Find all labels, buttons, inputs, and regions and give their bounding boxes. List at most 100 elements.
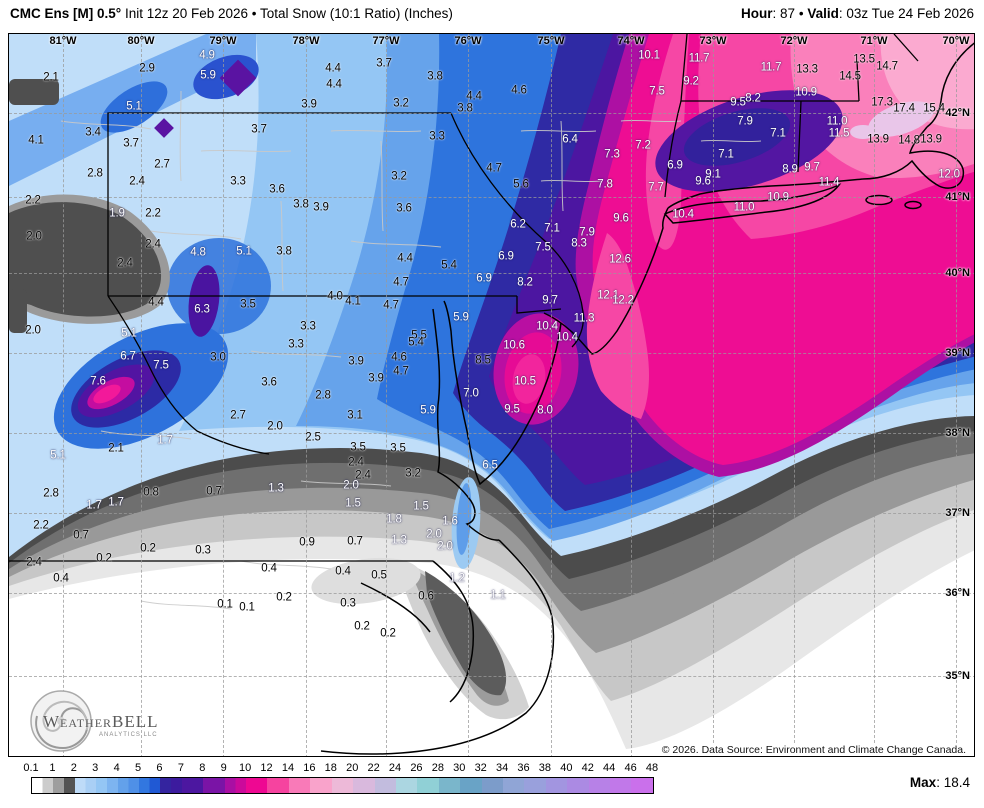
legend-cell bbox=[481, 778, 503, 793]
logo-wordmark: WeatherBELL bbox=[43, 712, 159, 731]
snow-value-label: 1.9 bbox=[109, 207, 125, 220]
snow-value-label: 12.2 bbox=[612, 294, 634, 307]
legend-tick-label: 48 bbox=[645, 762, 659, 774]
snow-value-label: 17.3 bbox=[871, 96, 893, 109]
grid-line-lon bbox=[63, 34, 64, 756]
snow-value-label: 2.4 bbox=[145, 238, 161, 251]
snow-value-label: 0.2 bbox=[276, 591, 292, 604]
snow-value-label: 6.5 bbox=[482, 459, 498, 472]
snow-value-label: 5.9 bbox=[420, 404, 436, 417]
snow-value-label: 5.5 bbox=[411, 329, 427, 342]
legend-cell bbox=[267, 778, 289, 793]
snow-value-label: 3.6 bbox=[269, 183, 285, 196]
snow-value-label: 3.3 bbox=[300, 320, 316, 333]
snow-value-label: 10.4 bbox=[556, 331, 578, 344]
legend-cell bbox=[395, 778, 418, 793]
lat-label: 42°N bbox=[945, 107, 970, 119]
snow-value-label: 4.9 bbox=[199, 49, 215, 62]
snow-value-label: 5.1 bbox=[50, 449, 66, 462]
lat-label: 39°N bbox=[945, 347, 970, 359]
snow-value-label: 2.0 bbox=[26, 230, 42, 243]
colon: : bbox=[936, 775, 940, 790]
legend-tick-label: 4 bbox=[113, 762, 120, 774]
snow-value-label: 2.0 bbox=[426, 528, 442, 541]
grid-line-lon bbox=[874, 34, 875, 756]
legend-cell bbox=[117, 778, 140, 793]
snow-value-label: 4.7 bbox=[393, 365, 409, 378]
legend-tick-label: 3 bbox=[92, 762, 99, 774]
legend-cell bbox=[460, 778, 482, 793]
legend-tick-label: 14 bbox=[281, 762, 295, 774]
valid-value: 03z Tue 24 Feb 2026 bbox=[846, 6, 974, 21]
snow-value-label: 2.2 bbox=[33, 519, 49, 532]
grid-line-lat bbox=[9, 433, 974, 434]
snow-value-label: 0.3 bbox=[195, 544, 211, 557]
snow-value-label: 10.5 bbox=[514, 375, 536, 388]
snow-value-label: 10.9 bbox=[795, 86, 817, 99]
snow-value-label: 13.9 bbox=[920, 133, 942, 146]
snow-value-label: 0.3 bbox=[340, 597, 356, 610]
max-label: Max bbox=[909, 775, 937, 790]
legend-cell bbox=[524, 778, 546, 793]
snow-value-label: 5.1 bbox=[126, 100, 142, 113]
snow-value-label: 4.1 bbox=[345, 295, 361, 308]
snow-value-label: 5.6 bbox=[513, 178, 529, 191]
snow-value-label: 0.8 bbox=[143, 486, 159, 499]
snow-value-label: 4.7 bbox=[486, 162, 502, 175]
color-scale-legend: 0.1 1 2 3 4 5 6 7 8 9 10 12 14 16 18 20 22 24 26 28 30 32 34 36… bbox=[0, 759, 984, 808]
snow-value-label: 2.0 bbox=[437, 540, 453, 553]
grid-line-lat bbox=[9, 113, 974, 114]
logo-subtext: Analytics LLC bbox=[99, 732, 158, 738]
snow-value-label: 11.0 bbox=[733, 201, 755, 214]
grid-line-lat bbox=[9, 676, 974, 677]
colon: : bbox=[772, 6, 777, 21]
snow-value-label: 2.1 bbox=[43, 71, 59, 84]
lat-label: 41°N bbox=[945, 191, 970, 203]
snow-value-label: 6.9 bbox=[498, 250, 514, 263]
snow-value-label: 0.6 bbox=[418, 590, 434, 603]
snow-value-label: 0.2 bbox=[96, 552, 112, 565]
snow-value-label: 11.7 bbox=[688, 52, 710, 65]
snow-value-label: 5.9 bbox=[453, 311, 469, 324]
snow-value-label: 1.6 bbox=[442, 515, 458, 528]
colon: : bbox=[838, 6, 843, 21]
snow-value-label: 2.7 bbox=[154, 158, 170, 171]
legend-cell bbox=[74, 778, 97, 793]
legend-tick-label: 34 bbox=[495, 762, 509, 774]
legend-tick-label: 40 bbox=[560, 762, 573, 774]
snow-value-label: 10.6 bbox=[503, 339, 525, 352]
snow-value-label: 2.2 bbox=[145, 207, 161, 220]
snow-value-label: 3.3 bbox=[429, 130, 445, 143]
snow-value-label: 0.7 bbox=[347, 535, 363, 548]
separator-dot: • bbox=[798, 6, 804, 21]
snow-value-label: 14.5 bbox=[839, 70, 861, 83]
snow-value-label: 3.9 bbox=[313, 201, 329, 214]
grid-line-lat bbox=[9, 273, 974, 274]
snow-value-label: 6.9 bbox=[667, 159, 683, 172]
lon-label: 71°W bbox=[860, 35, 888, 47]
snow-value-label: 7.8 bbox=[597, 178, 613, 191]
snow-value-label: 4.0 bbox=[327, 290, 343, 303]
legend-cell bbox=[545, 778, 568, 793]
snow-value-label: 6.2 bbox=[510, 218, 526, 231]
grid-line-lon bbox=[468, 34, 469, 756]
snow-value-label: 4.4 bbox=[325, 62, 341, 75]
legend-cell bbox=[438, 778, 461, 793]
county-lines bbox=[60, 90, 762, 610]
lat-label: 37°N bbox=[945, 507, 970, 519]
value-label-layer: 2.1 2.9 4.9 5.9 5.1 3.9 3.4 4.1 3.7 3.7 2.7 2.8 2.4 3… bbox=[9, 34, 974, 756]
legend-cell bbox=[502, 778, 525, 793]
snow-value-label: 7.0 bbox=[463, 387, 479, 400]
snow-value-label: 10.4 bbox=[672, 208, 694, 221]
snow-value-label: 1.3 bbox=[391, 534, 407, 547]
snow-value-label: 3.6 bbox=[261, 376, 277, 389]
snow-value-label: 8.5 bbox=[475, 354, 491, 367]
legend-tick-label: 32 bbox=[474, 762, 487, 774]
snow-value-label: 0.2 bbox=[380, 627, 396, 640]
snow-value-label: 5.1 bbox=[121, 327, 137, 340]
grid-line-lon bbox=[306, 34, 307, 756]
legend-tick-label: 20 bbox=[346, 762, 359, 774]
lon-label: 78°W bbox=[292, 35, 320, 47]
snow-value-label: 3.7 bbox=[123, 137, 139, 150]
